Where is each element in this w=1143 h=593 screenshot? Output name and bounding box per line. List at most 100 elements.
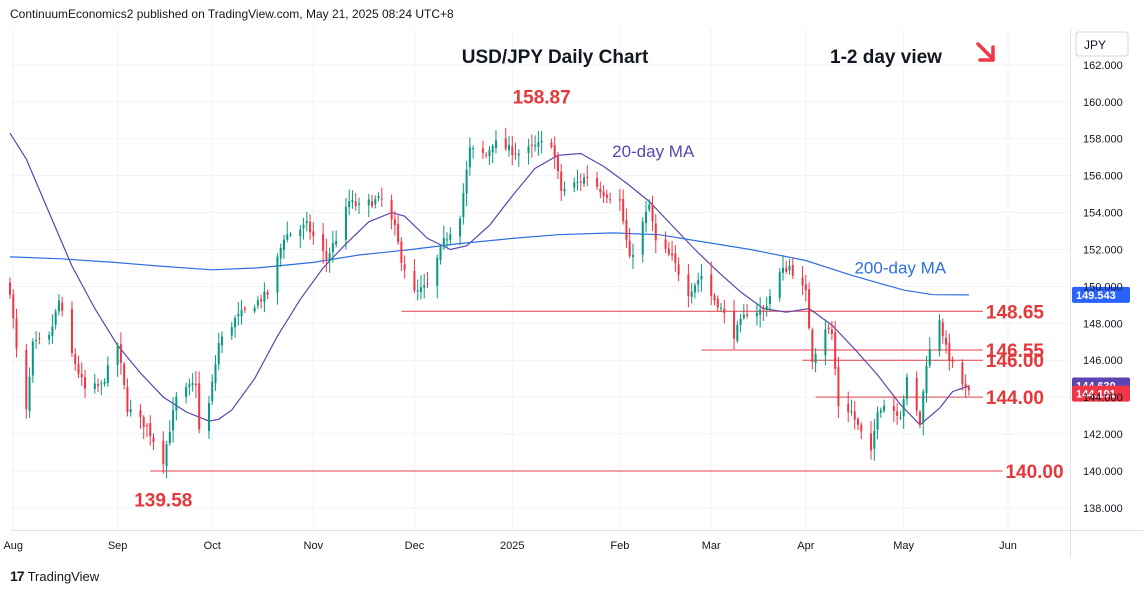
candle-body[interactable] <box>915 377 918 411</box>
candle-body[interactable] <box>723 308 726 314</box>
candle-body[interactable] <box>511 146 514 156</box>
candle-body[interactable] <box>15 318 18 349</box>
candle-body[interactable] <box>276 256 279 293</box>
candle-body[interactable] <box>54 311 57 325</box>
candle-body[interactable] <box>928 349 931 366</box>
candle-body[interactable] <box>348 201 351 208</box>
candle-body[interactable] <box>25 349 28 409</box>
candle-body[interactable] <box>762 308 765 310</box>
candle-body[interactable] <box>801 277 804 286</box>
candle-body[interactable] <box>508 144 511 151</box>
candle-body[interactable] <box>736 324 739 341</box>
candle-body[interactable] <box>51 326 54 336</box>
candle-body[interactable] <box>97 384 100 386</box>
candle-body[interactable] <box>625 220 628 240</box>
candle-body[interactable] <box>305 221 308 224</box>
candle-body[interactable] <box>945 337 948 345</box>
candle-body[interactable] <box>964 383 967 388</box>
candle-body[interactable] <box>628 240 631 257</box>
candle-body[interactable] <box>530 144 533 146</box>
candle-body[interactable] <box>739 318 742 325</box>
candle-body[interactable] <box>485 154 488 156</box>
candle-body[interactable] <box>449 234 452 241</box>
candle-body[interactable] <box>35 340 38 342</box>
candle-body[interactable] <box>553 145 556 158</box>
candle-body[interactable] <box>586 176 589 178</box>
candle-body[interactable] <box>8 282 12 295</box>
candle-body[interactable] <box>573 182 576 188</box>
candle-body[interactable] <box>671 253 674 256</box>
candle-body[interactable] <box>129 409 132 413</box>
candle-body[interactable] <box>618 199 621 201</box>
candle-body[interactable] <box>527 146 530 154</box>
candle-body[interactable] <box>941 322 944 337</box>
candle-body[interactable] <box>814 354 817 364</box>
candle-body[interactable] <box>328 253 331 262</box>
candle-body[interactable] <box>322 234 325 252</box>
candle-body[interactable] <box>517 153 520 156</box>
candle-body[interactable] <box>830 329 833 334</box>
candle-body[interactable] <box>876 412 879 430</box>
candle-body[interactable] <box>123 363 126 385</box>
candle-body[interactable] <box>853 411 856 420</box>
candle-body[interactable] <box>331 243 334 253</box>
candle-body[interactable] <box>540 141 543 143</box>
candle-body[interactable] <box>808 289 811 329</box>
candle-body[interactable] <box>119 344 122 363</box>
candle-body[interactable] <box>436 257 439 286</box>
candle-body[interactable] <box>687 274 690 297</box>
candle-body[interactable] <box>230 327 233 336</box>
candle-body[interactable] <box>84 377 87 389</box>
candle-body[interactable] <box>576 181 579 183</box>
candle-body[interactable] <box>61 302 64 311</box>
candle-body[interactable] <box>948 342 951 361</box>
candle-body[interactable] <box>390 200 393 220</box>
candle-body[interactable] <box>468 147 471 168</box>
candle-body[interactable] <box>116 345 119 365</box>
candle-body[interactable] <box>31 341 34 376</box>
candle-body[interactable] <box>357 203 360 205</box>
candle-body[interactable] <box>690 291 693 297</box>
candle-body[interactable] <box>400 241 403 263</box>
candle-body[interactable] <box>778 271 781 298</box>
candle-body[interactable] <box>902 399 905 417</box>
candle-body[interactable] <box>811 330 814 362</box>
candle-body[interactable] <box>139 410 142 417</box>
candle-body[interactable] <box>677 264 680 275</box>
candle-body[interactable] <box>279 247 282 259</box>
candle-body[interactable] <box>905 376 908 399</box>
candle-body[interactable] <box>700 275 703 280</box>
candle-body[interactable] <box>834 332 837 369</box>
candle-body[interactable] <box>74 354 77 365</box>
candle-body[interactable] <box>804 284 807 291</box>
candle-body[interactable] <box>534 145 537 147</box>
candle-body[interactable] <box>765 306 768 311</box>
candle-body[interactable] <box>325 251 328 260</box>
candle-body[interactable] <box>879 410 882 413</box>
candle-body[interactable] <box>168 431 171 444</box>
candle-body[interactable] <box>922 391 925 424</box>
candle-body[interactable] <box>175 396 178 411</box>
candle-body[interactable] <box>152 437 155 443</box>
candle-body[interactable] <box>599 188 602 193</box>
candle-body[interactable] <box>847 403 850 413</box>
candle-body[interactable] <box>873 430 876 449</box>
candle-body[interactable] <box>648 204 651 210</box>
candle-body[interactable] <box>28 376 31 412</box>
candle-body[interactable] <box>781 267 784 273</box>
candle-body[interactable] <box>185 387 188 397</box>
candle-body[interactable] <box>48 334 51 340</box>
candle-body[interactable] <box>172 410 175 431</box>
candle-body[interactable] <box>563 188 566 192</box>
candle-body[interactable] <box>651 204 654 222</box>
candle-body[interactable] <box>550 142 553 147</box>
candle-body[interactable] <box>746 314 749 316</box>
candles[interactable] <box>8 127 970 479</box>
candle-body[interactable] <box>537 142 540 147</box>
candle-body[interactable] <box>938 320 941 351</box>
candle-body[interactable] <box>755 313 758 317</box>
candle-body[interactable] <box>733 311 736 339</box>
candle-body[interactable] <box>896 411 899 417</box>
candle-body[interactable] <box>70 308 73 354</box>
candle-body[interactable] <box>720 307 723 309</box>
